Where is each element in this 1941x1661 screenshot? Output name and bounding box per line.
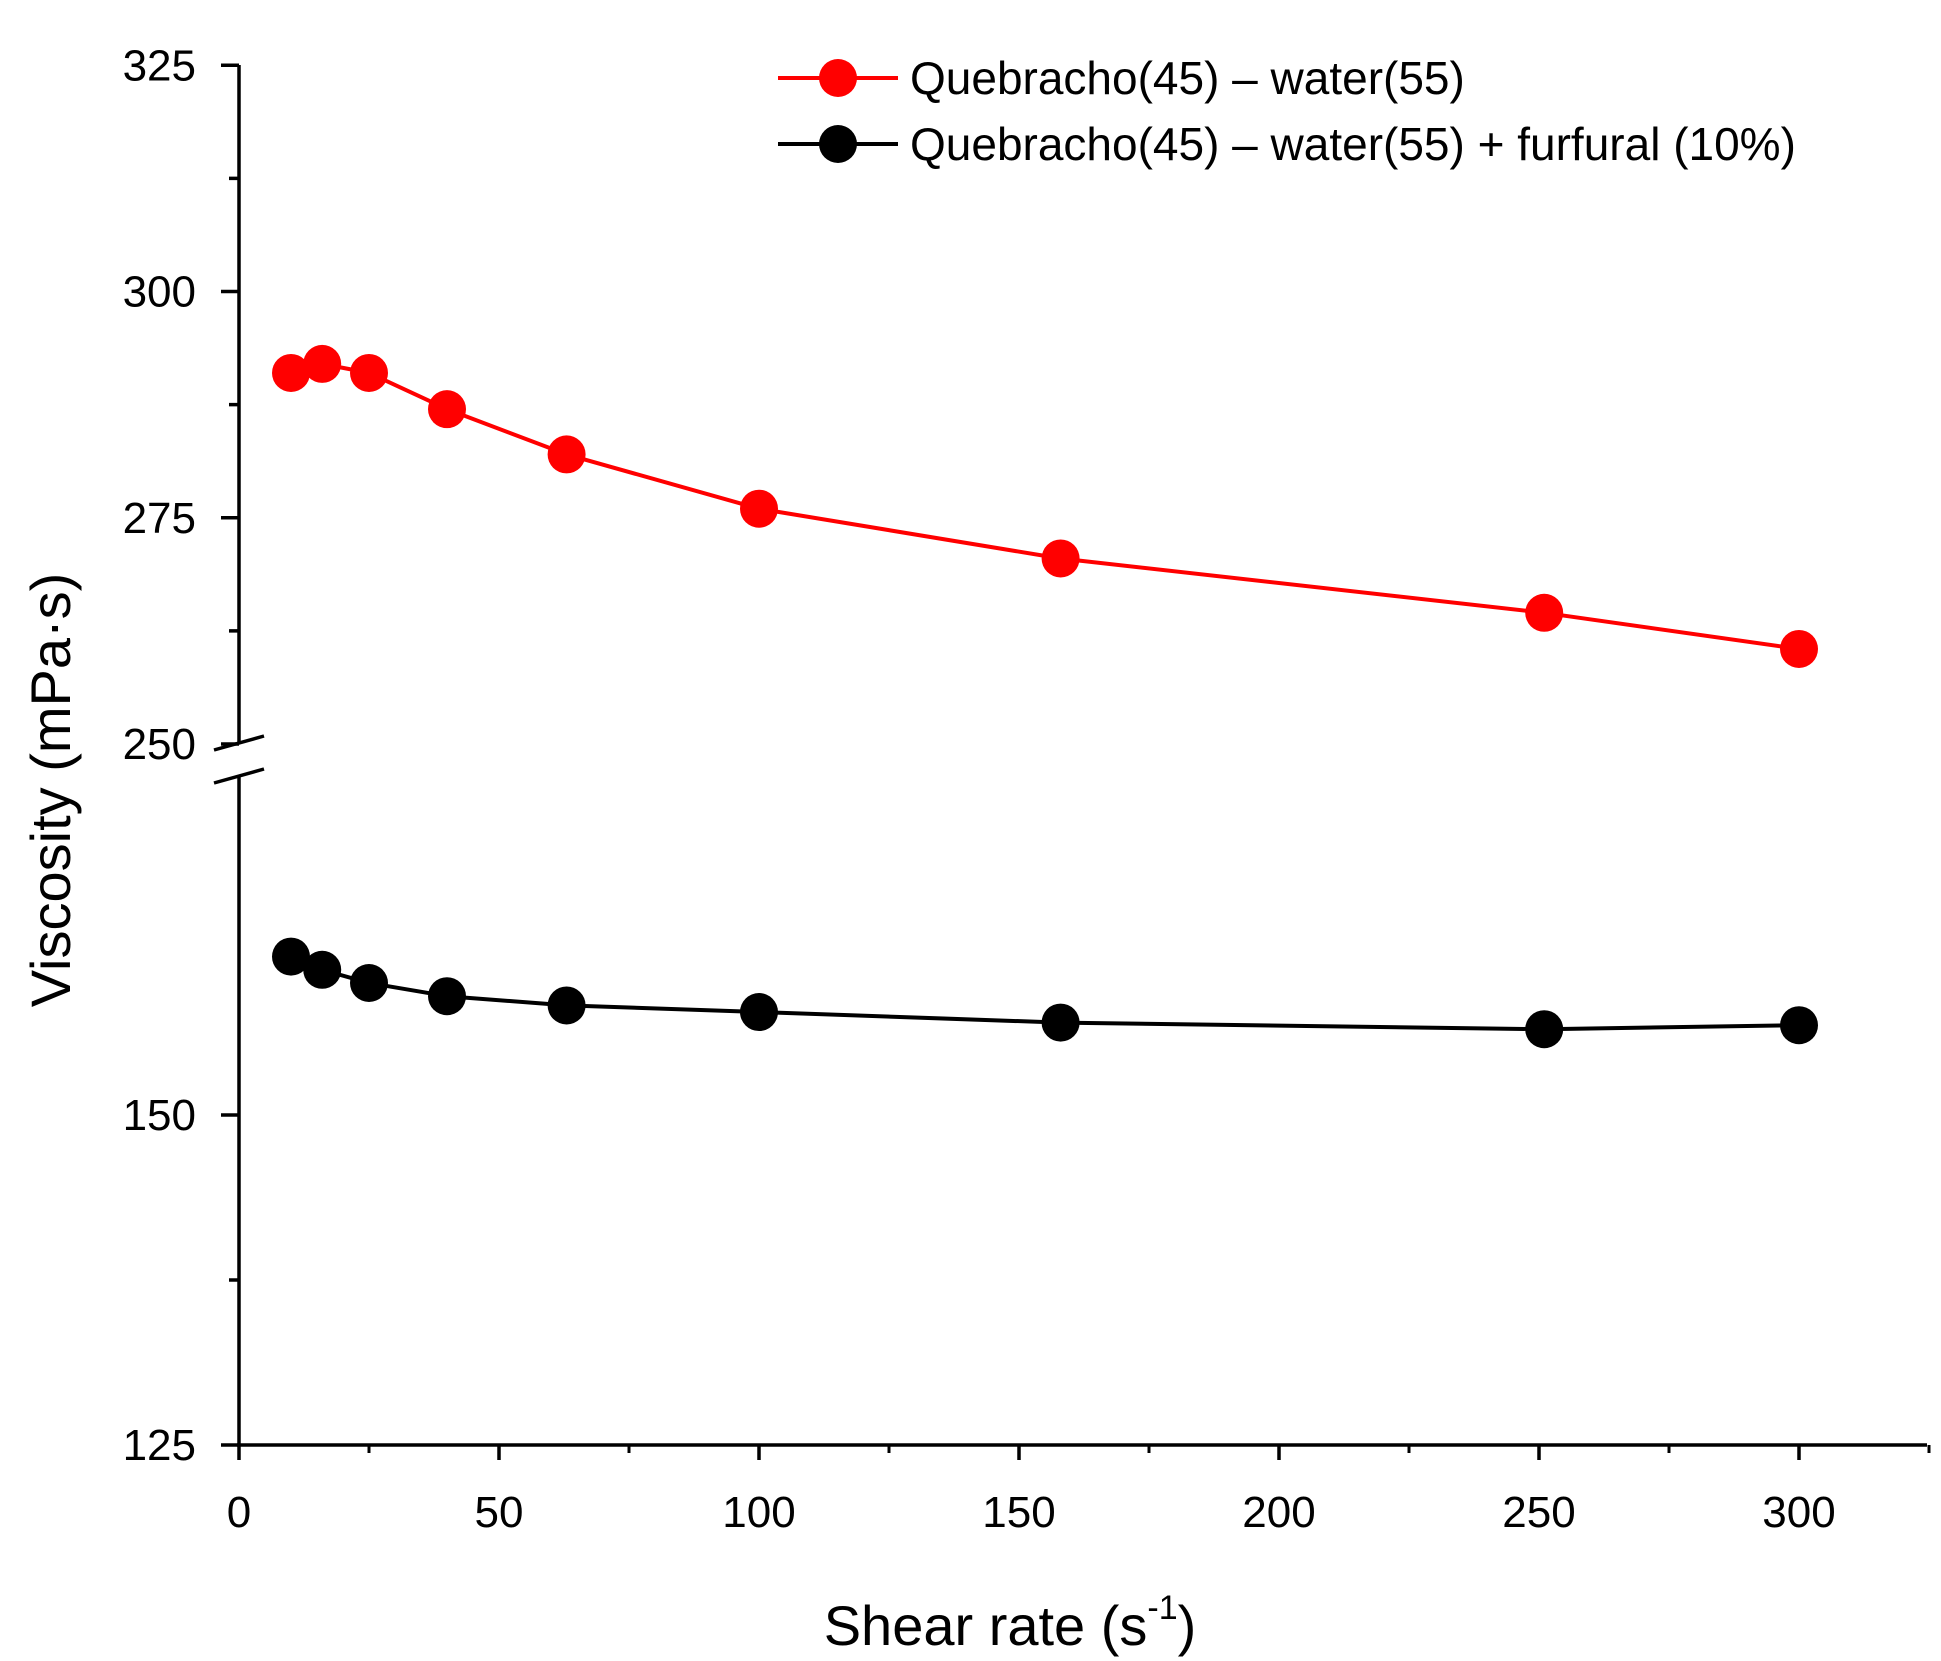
legend-marker-black-circle (819, 125, 857, 163)
series-0-point (272, 353, 310, 392)
x-axis-title: Shear rate (s-1) (824, 1589, 1197, 1657)
legend-marker-red-circle (819, 59, 857, 97)
x-tick-label: 100 (722, 1488, 795, 1537)
y-tick-label: 275 (123, 494, 196, 543)
series-0-point (1525, 593, 1564, 632)
y-tick-label: 250 (123, 720, 196, 769)
series-0-point (547, 435, 586, 474)
x-axis-title-suffix: ) (1178, 1594, 1197, 1657)
series-1-point (1525, 1010, 1564, 1049)
plot-lines (290, 361, 1800, 1032)
series-0-point (740, 489, 778, 528)
series-1-point (350, 964, 388, 1002)
legend-entry-quebracho-water-furfural: Quebracho(45) – water(55) + furfural (10… (778, 118, 1796, 170)
x-tick-label: 200 (1242, 1488, 1315, 1537)
axes: 0 50 100 150 200 250 300 250 275 300 325 125 150 (123, 41, 1931, 1537)
legend-label-quebracho-water: Quebracho(45) – water(55) (910, 52, 1465, 104)
series-1-point (428, 977, 466, 1016)
series-1-point (303, 950, 342, 989)
series-0-point (1780, 629, 1818, 668)
y-tick-label: 125 (123, 1421, 196, 1470)
series-1-point (1041, 1003, 1080, 1042)
legend-entry-quebracho-water: Quebracho(45) – water(55) (778, 52, 1465, 104)
axis-break-mark (212, 734, 268, 785)
x-tick-label: 0 (227, 1488, 251, 1537)
x-tick-label: 250 (1502, 1488, 1575, 1537)
series-0-point (350, 353, 388, 392)
legend: Quebracho(45) – water(55) Quebracho(45) … (778, 52, 1796, 170)
plot-points (272, 344, 1818, 1049)
series-0-point (303, 344, 342, 383)
x-tick-label: 300 (1762, 1488, 1835, 1537)
y-axis-ticks: 250 275 300 325 125 150 (123, 41, 239, 1470)
series-1-point (740, 993, 778, 1032)
y-axis-title: Viscosity (mPa·s) (19, 573, 82, 1008)
series-0-point (428, 390, 466, 429)
x-axis-title-text: Shear rate (s (824, 1594, 1148, 1657)
y-tick-label: 150 (123, 1091, 196, 1140)
series-line-0 (290, 361, 1800, 651)
x-tick-label: 50 (475, 1488, 524, 1537)
series-1-point (272, 937, 310, 976)
series-1-point (1780, 1006, 1818, 1045)
x-axis-ticks: 0 50 100 150 200 250 300 (227, 1445, 1931, 1537)
y-tick-label: 300 (123, 268, 196, 317)
x-axis-title-exponent: -1 (1147, 1589, 1177, 1627)
series-0-point (1041, 539, 1080, 578)
x-tick-label: 150 (982, 1488, 1055, 1537)
y-tick-label: 325 (123, 41, 196, 90)
series-1-point (547, 986, 586, 1025)
legend-label-quebracho-water-furfural: Quebracho(45) – water(55) + furfural (10… (910, 118, 1796, 170)
